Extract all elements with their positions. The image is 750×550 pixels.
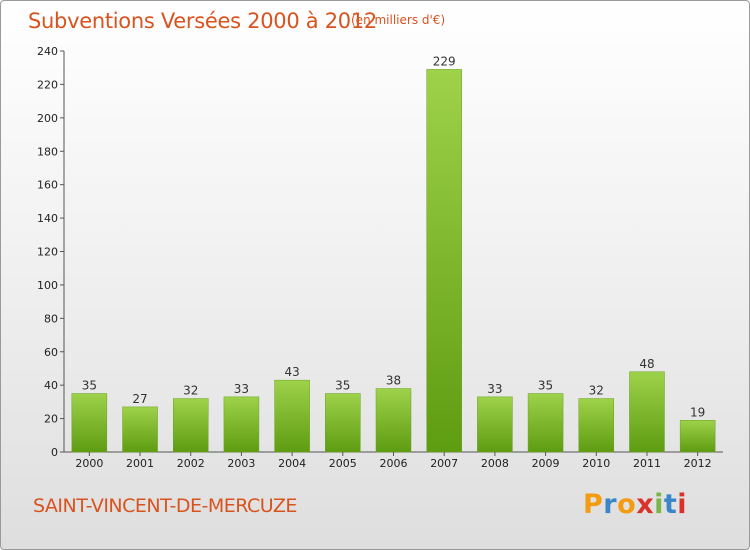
logo-letter: t	[663, 489, 678, 520]
logo-letter: i	[677, 489, 688, 520]
y-tick-label: 80	[44, 312, 58, 325]
bar-2005	[325, 393, 361, 453]
y-tick-label: 120	[37, 246, 58, 259]
x-tick-label: 2005	[329, 457, 357, 470]
x-tick-label: 2010	[582, 457, 610, 470]
bar-value-label: 35	[82, 379, 97, 393]
bar-value-label: 33	[234, 382, 249, 396]
y-tick-label: 180	[37, 145, 58, 158]
x-tick-label: 2012	[684, 457, 712, 470]
bar-value-label: 43	[284, 365, 299, 379]
bar-2008	[477, 396, 513, 453]
bar-2010	[578, 398, 615, 453]
bars	[71, 69, 716, 453]
x-tick-label: 2001	[126, 457, 154, 470]
x-tick-label: 2000	[75, 457, 103, 470]
bar-value-label: 229	[433, 54, 456, 68]
bar-2006	[375, 388, 412, 453]
bar-2012	[679, 420, 716, 453]
bar-value-label: 32	[183, 384, 198, 398]
y-tick-label: 160	[37, 179, 58, 192]
x-tick-label: 2002	[177, 457, 205, 470]
x-tick-label: 2011	[633, 457, 661, 470]
bar-2000	[71, 393, 108, 453]
x-tick-label: 2003	[227, 457, 255, 470]
bar-2004	[274, 379, 310, 453]
logo-letter: P	[583, 489, 604, 520]
logo-letter: o	[617, 489, 637, 520]
bar-value-label: 27	[132, 392, 147, 406]
chart-title: Subventions Versées 2000 à 2012	[28, 9, 377, 33]
y-tick-label: 200	[37, 112, 58, 125]
y-tick-label: 240	[37, 45, 58, 58]
x-tick-label: 2007	[430, 457, 458, 470]
bar-2002	[172, 398, 209, 453]
y-tick-label: 40	[44, 379, 58, 392]
bar-value-label: 48	[639, 357, 654, 371]
proxiti-logo[interactable]: Proxiti	[583, 489, 687, 520]
bar-2011	[629, 371, 665, 453]
y-tick-label: 100	[37, 279, 58, 292]
bar-value-label: 35	[335, 379, 350, 393]
y-tick-label: 140	[37, 212, 58, 225]
x-tick-label: 2008	[481, 457, 509, 470]
unit-label: (en milliers d'€)	[351, 13, 446, 27]
y-tick-label: 20	[44, 413, 58, 426]
bar-value-label: 32	[589, 384, 604, 398]
bar-2009	[527, 393, 564, 453]
logo-letter: x	[636, 489, 655, 520]
y-tick-label: 220	[37, 78, 58, 91]
labels: 35 2000 27 2001 32 2002 33 2003 43 2004 35 2005 38 20…	[75, 54, 711, 470]
bar-value-label: 19	[690, 405, 705, 419]
bar-2007	[426, 69, 462, 453]
x-tick-label: 2004	[278, 457, 306, 470]
y-tick-label: 0	[51, 446, 58, 459]
bar-value-label: 33	[487, 382, 502, 396]
bar-2003	[223, 396, 260, 453]
x-tick-label: 2006	[380, 457, 408, 470]
x-tick-label: 2009	[532, 457, 560, 470]
logo-letter: i	[654, 489, 664, 520]
bar-2001	[122, 406, 158, 453]
bar-value-label: 38	[386, 374, 401, 388]
logo-letter: r	[603, 489, 618, 520]
bar-value-label: 35	[538, 379, 553, 393]
y-tick-label: 60	[44, 346, 58, 359]
commune-name: SAINT-VINCENT-DE-MERCUZE	[33, 495, 297, 517]
